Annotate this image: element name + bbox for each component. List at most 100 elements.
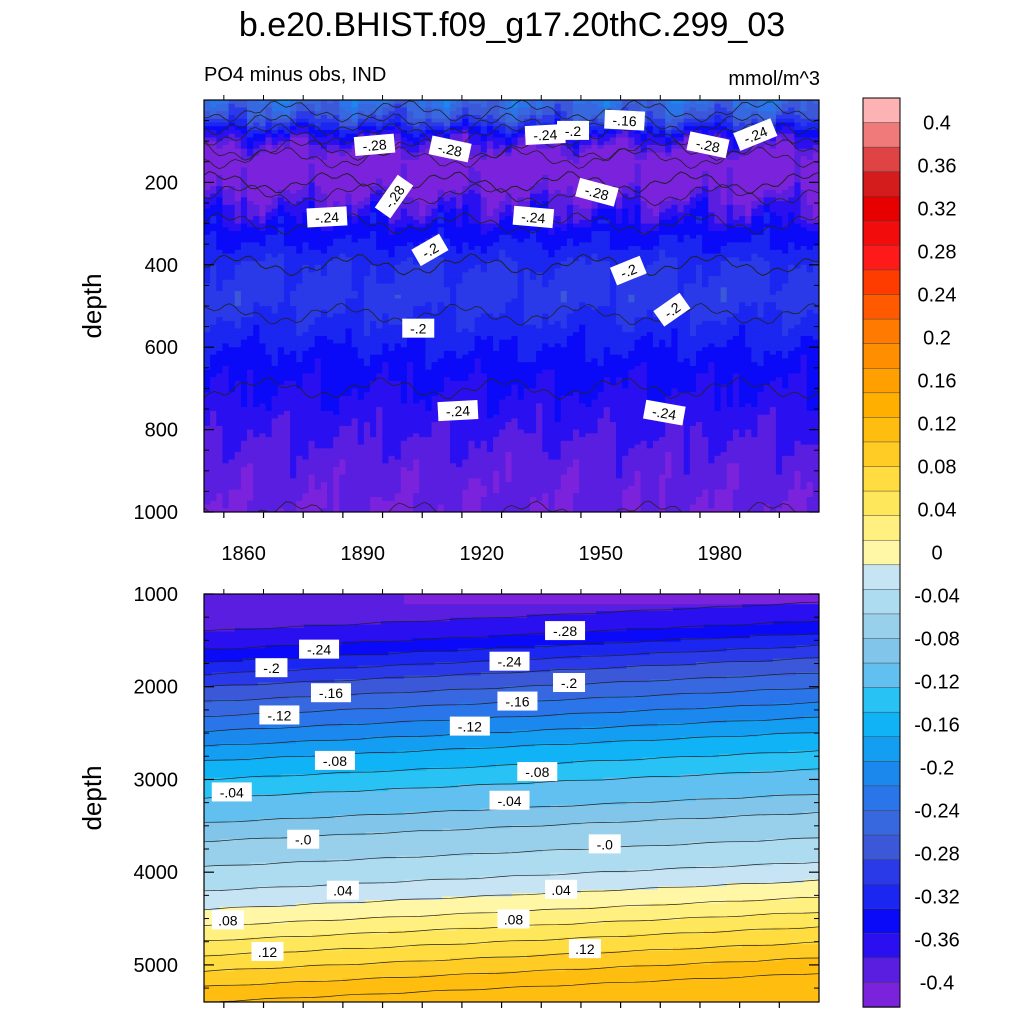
field-cell: [376, 249, 383, 255]
field-cell: [240, 384, 248, 389]
field-cell: [394, 242, 402, 247]
field-cell: [474, 497, 482, 502]
field-cell: [240, 444, 248, 449]
field-cell: [320, 114, 328, 120]
field-cell: [308, 440, 316, 446]
field-cell: [283, 444, 291, 449]
field-cell: [283, 335, 291, 341]
field-cell: [234, 118, 242, 124]
field-cell: [474, 313, 482, 318]
field-cell: [234, 448, 242, 453]
field-cell: [247, 272, 254, 277]
field-cell: [462, 182, 470, 187]
field-cell: [419, 100, 426, 105]
field-cell: [413, 111, 420, 116]
field-cell: [406, 313, 414, 318]
field-cell: [382, 369, 390, 375]
field-cell: [474, 279, 482, 285]
field-cell: [333, 399, 340, 404]
field-cell: [370, 324, 377, 330]
field-cell: [437, 129, 445, 135]
field-cell: [425, 414, 433, 419]
field-cell: [419, 392, 426, 397]
field-cell: [388, 313, 396, 318]
field-cell: [339, 174, 347, 180]
field-cell: [320, 103, 328, 109]
field-cell: [425, 219, 433, 225]
field-cell: [204, 422, 211, 427]
field-cell: [370, 448, 377, 453]
field-cell: [357, 508, 365, 512]
field-cell: [357, 171, 365, 176]
field-cell: [363, 201, 371, 206]
field-cell: [363, 437, 371, 442]
field-cell: [388, 463, 396, 468]
field-cell: [394, 489, 402, 494]
field-cell: [468, 148, 476, 154]
field-cell: [406, 137, 414, 142]
field-cell: [290, 171, 297, 176]
field-cell: [283, 410, 291, 416]
field-cell: [413, 508, 420, 512]
field-cell: [228, 444, 236, 449]
field-cell: [333, 497, 340, 502]
field-cell: [271, 264, 279, 270]
field-cell: [204, 470, 211, 476]
field-cell: [204, 500, 211, 506]
field-cell: [265, 343, 273, 348]
field-cell: [363, 392, 371, 397]
field-cell: [351, 467, 359, 472]
field-cell: [271, 171, 279, 176]
field-cell: [363, 242, 371, 247]
field-cell: [357, 437, 365, 442]
field-cell: [283, 332, 291, 337]
field-cell: [216, 294, 224, 300]
field-cell: [228, 234, 236, 240]
field-cell: [462, 246, 470, 251]
field-cell: [382, 107, 390, 112]
field-cell: [443, 508, 451, 512]
field-cell: [314, 167, 322, 172]
field-cell: [437, 171, 445, 176]
field-cell: [456, 369, 463, 375]
field-cell: [443, 118, 451, 124]
field-cell: [283, 369, 291, 375]
field-cell: [247, 313, 254, 318]
field-cell: [327, 433, 334, 438]
field-cell: [400, 268, 408, 273]
field-cell: [431, 500, 439, 506]
field-cell: [296, 261, 303, 266]
field-cell: [376, 193, 383, 198]
field-cell: [240, 377, 248, 382]
field-cell: [450, 459, 457, 464]
field-cell: [462, 339, 470, 345]
field-cell: [271, 208, 279, 213]
field-cell: [456, 429, 463, 434]
field-cell: [265, 100, 273, 105]
field-cell: [456, 335, 463, 341]
field-cell: [320, 395, 328, 401]
field-cell: [210, 291, 217, 296]
field-cell: [419, 272, 426, 277]
field-cell: [333, 373, 340, 378]
field-cell: [327, 242, 334, 247]
field-cell: [222, 339, 230, 345]
field-cell: [456, 343, 463, 348]
field-cell: [216, 107, 224, 112]
field-cell: [363, 197, 371, 202]
field-cell: [376, 167, 383, 172]
field-cell: [308, 335, 316, 341]
field-cell: [419, 482, 426, 487]
field-cell: [425, 478, 433, 483]
field-cell: [376, 264, 383, 270]
field-cell: [388, 407, 396, 412]
field-cell: [388, 152, 396, 157]
field-cell: [265, 152, 273, 157]
field-cell: [222, 482, 230, 487]
field-cell: [253, 152, 260, 157]
field-cell: [228, 107, 236, 112]
field-cell: [222, 452, 230, 457]
field-cell: [308, 332, 316, 337]
field-cell: [345, 448, 353, 453]
field-cell: [234, 429, 242, 434]
